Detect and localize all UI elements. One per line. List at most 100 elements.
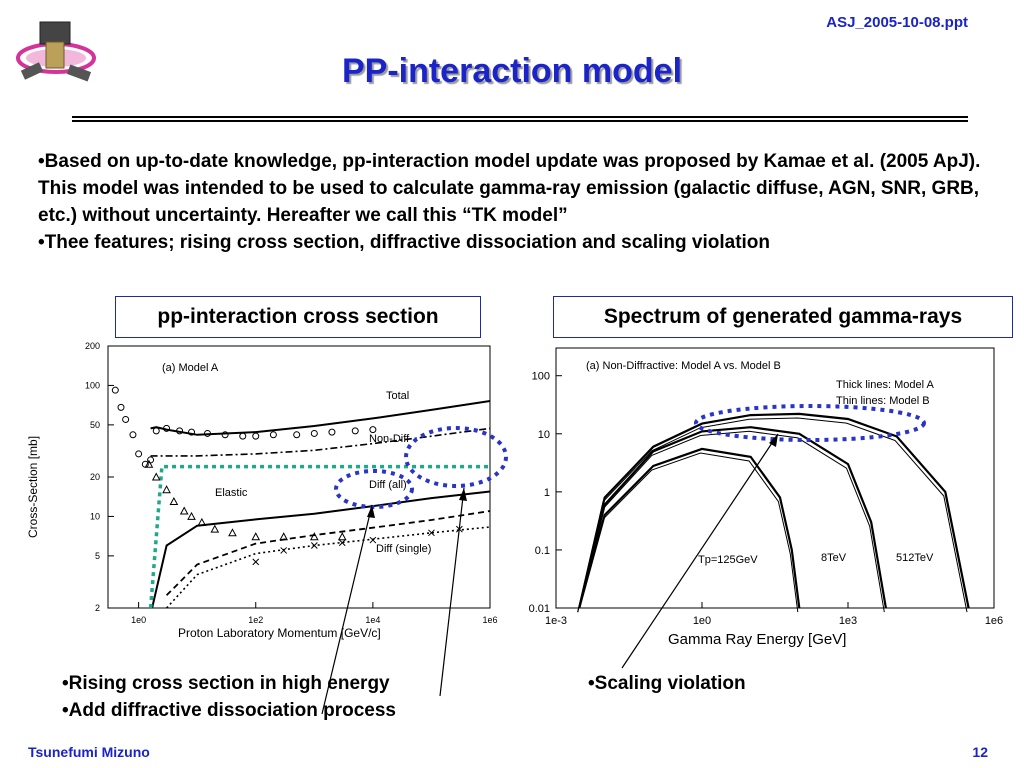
x-tick-label: 1e2 bbox=[248, 615, 263, 625]
series-label-125gev: Tp=125GeV bbox=[698, 554, 758, 566]
data-point-circle bbox=[163, 424, 171, 432]
data-point-cross bbox=[310, 542, 318, 549]
x-tick-label: 1e0 bbox=[131, 615, 146, 625]
series-label-total: Total bbox=[386, 390, 409, 402]
notes-spectrum: •Scaling violation bbox=[588, 670, 746, 697]
series-line-elastic bbox=[151, 490, 491, 609]
y-tick-label: 0.1 bbox=[535, 545, 550, 557]
file-name: ASJ_2005-10-08.ppt bbox=[826, 14, 968, 31]
note-item: •Scaling violation bbox=[588, 673, 746, 694]
gamma-spectrum-label-box: Spectrum of generated gamma-rays bbox=[553, 296, 1013, 338]
note-item: •Add diffractive dissociation process bbox=[62, 700, 396, 721]
logo bbox=[12, 14, 100, 84]
data-point-circle bbox=[269, 431, 277, 439]
series-line-512tev-model-a bbox=[578, 412, 970, 609]
x-tick-label: 1e4 bbox=[365, 615, 380, 625]
cross-section-label-box: pp-interaction cross section bbox=[115, 296, 481, 338]
x-tick-label: 1e-3 bbox=[545, 615, 567, 627]
y-tick-label: 50 bbox=[90, 420, 100, 430]
x-tick-label: 1e6 bbox=[482, 615, 497, 625]
series-line-diff-single- bbox=[166, 526, 491, 609]
data-point-circle bbox=[310, 429, 318, 437]
x-axis-label: Gamma Ray Energy [GeV] bbox=[668, 631, 846, 648]
data-point-triangle bbox=[228, 528, 237, 537]
data-point-triangle bbox=[197, 517, 207, 526]
series-label-8tev: 8TeV bbox=[821, 552, 847, 564]
data-point-cross bbox=[252, 558, 260, 566]
data-point-circle bbox=[369, 426, 377, 434]
data-point-circle bbox=[111, 386, 119, 394]
data-point-circle bbox=[351, 427, 359, 435]
series-line-highlight bbox=[148, 464, 490, 609]
notes-cross-section: •Rising cross section in high energy •Ad… bbox=[62, 670, 396, 724]
footer-author: Tsunefumi Mizuno bbox=[28, 744, 150, 760]
series-label-diff-all: Diff (all) bbox=[369, 479, 407, 491]
legend-thin: Thin lines: Model B bbox=[836, 395, 930, 407]
data-point-circle bbox=[117, 403, 125, 411]
data-point-cross bbox=[369, 536, 377, 544]
x-axis-label: Proton Laboratory Momentum [GeV/c] bbox=[178, 626, 381, 640]
data-point-triangle bbox=[179, 506, 189, 515]
y-tick-label: 10 bbox=[90, 511, 100, 521]
data-point-circle bbox=[122, 415, 130, 423]
y-tick-label: 20 bbox=[90, 472, 100, 482]
x-tick-label: 1e3 bbox=[839, 615, 857, 627]
x-tick-label: 1e6 bbox=[985, 615, 1003, 627]
data-point-circle bbox=[203, 429, 211, 437]
data-point-cross bbox=[280, 547, 288, 554]
data-point-triangle bbox=[309, 532, 319, 541]
note-item: •Rising cross section in high energy bbox=[62, 673, 390, 694]
y-tick-label: 100 bbox=[85, 380, 100, 390]
data-point-circle bbox=[135, 450, 143, 458]
data-point-circle bbox=[328, 428, 336, 436]
data-point-circle bbox=[239, 432, 247, 440]
title-divider bbox=[72, 116, 968, 122]
series-line-diff-all- bbox=[165, 510, 491, 596]
data-point-triangle bbox=[169, 496, 179, 506]
series-label-diff-single: Diff (single) bbox=[376, 543, 431, 555]
series-label-elastic: Elastic bbox=[215, 487, 248, 499]
data-point-triangle bbox=[162, 485, 171, 494]
data-point-triangle bbox=[151, 472, 161, 481]
data-point-circle bbox=[293, 431, 301, 439]
y-axis-label: Cross-Section [mb] bbox=[26, 436, 40, 538]
data-point-circle bbox=[252, 432, 260, 440]
data-point-triangle bbox=[210, 524, 220, 533]
data-point-cross bbox=[428, 529, 435, 537]
y-tick-label: 10 bbox=[538, 429, 550, 441]
data-point-triangle bbox=[187, 511, 196, 520]
data-point-circle bbox=[221, 431, 229, 439]
data-point-triangle bbox=[337, 532, 347, 541]
gamma-spectrum-chart: 1e-3 1e0 1e3 1e6 100 10 1 0.1 0.01 (a) Non-Diffr… bbox=[529, 347, 1003, 648]
data-point-triangle bbox=[279, 532, 289, 541]
data-point-cross bbox=[456, 525, 463, 533]
series-line-512tev-model-b bbox=[577, 417, 968, 613]
cross-section-chart: 1e0 1e2 1e4 1e6 200 100 50 20 10 5 2 (a) Model A T… bbox=[26, 341, 498, 640]
y-tick-label: 0.01 bbox=[529, 603, 550, 615]
legend-thick: Thick lines: Model A bbox=[836, 379, 934, 391]
bullet-item: •Based on up-to-date knowledge, pp-inter… bbox=[38, 151, 981, 226]
y-tick-label: 2 bbox=[95, 603, 100, 613]
panel-label: (a) Non-Diffractive: Model A vs. Model B bbox=[586, 360, 781, 372]
panel-label: (a) Model A bbox=[162, 362, 219, 374]
series-label-nondiff: Non-Diff bbox=[369, 433, 410, 445]
x-tick-label: 1e0 bbox=[693, 615, 711, 627]
satellite-logo-icon bbox=[16, 21, 96, 82]
data-point-triangle bbox=[251, 532, 261, 541]
plot-frame bbox=[107, 345, 491, 609]
data-point-circle bbox=[176, 427, 184, 435]
series-line-tp-125gev-model-a bbox=[578, 447, 801, 609]
y-tick-label: 5 bbox=[95, 551, 100, 561]
bullet-item: •Thee features; rising cross section, di… bbox=[38, 232, 771, 253]
data-point-circle bbox=[129, 431, 137, 439]
y-tick-label: 200 bbox=[85, 341, 100, 351]
y-tick-label: 1 bbox=[544, 487, 550, 499]
y-tick-label: 100 bbox=[532, 371, 550, 383]
data-point-triangle bbox=[144, 459, 154, 468]
data-point-circle bbox=[152, 427, 160, 435]
series-line-total bbox=[150, 400, 491, 436]
series-line-non-diff bbox=[150, 427, 491, 457]
bullet-list: •Based on up-to-date knowledge, pp-inter… bbox=[38, 148, 1013, 256]
series-label-512tev: 512TeV bbox=[896, 552, 934, 564]
page-title: PP-interaction model bbox=[341, 52, 683, 90]
